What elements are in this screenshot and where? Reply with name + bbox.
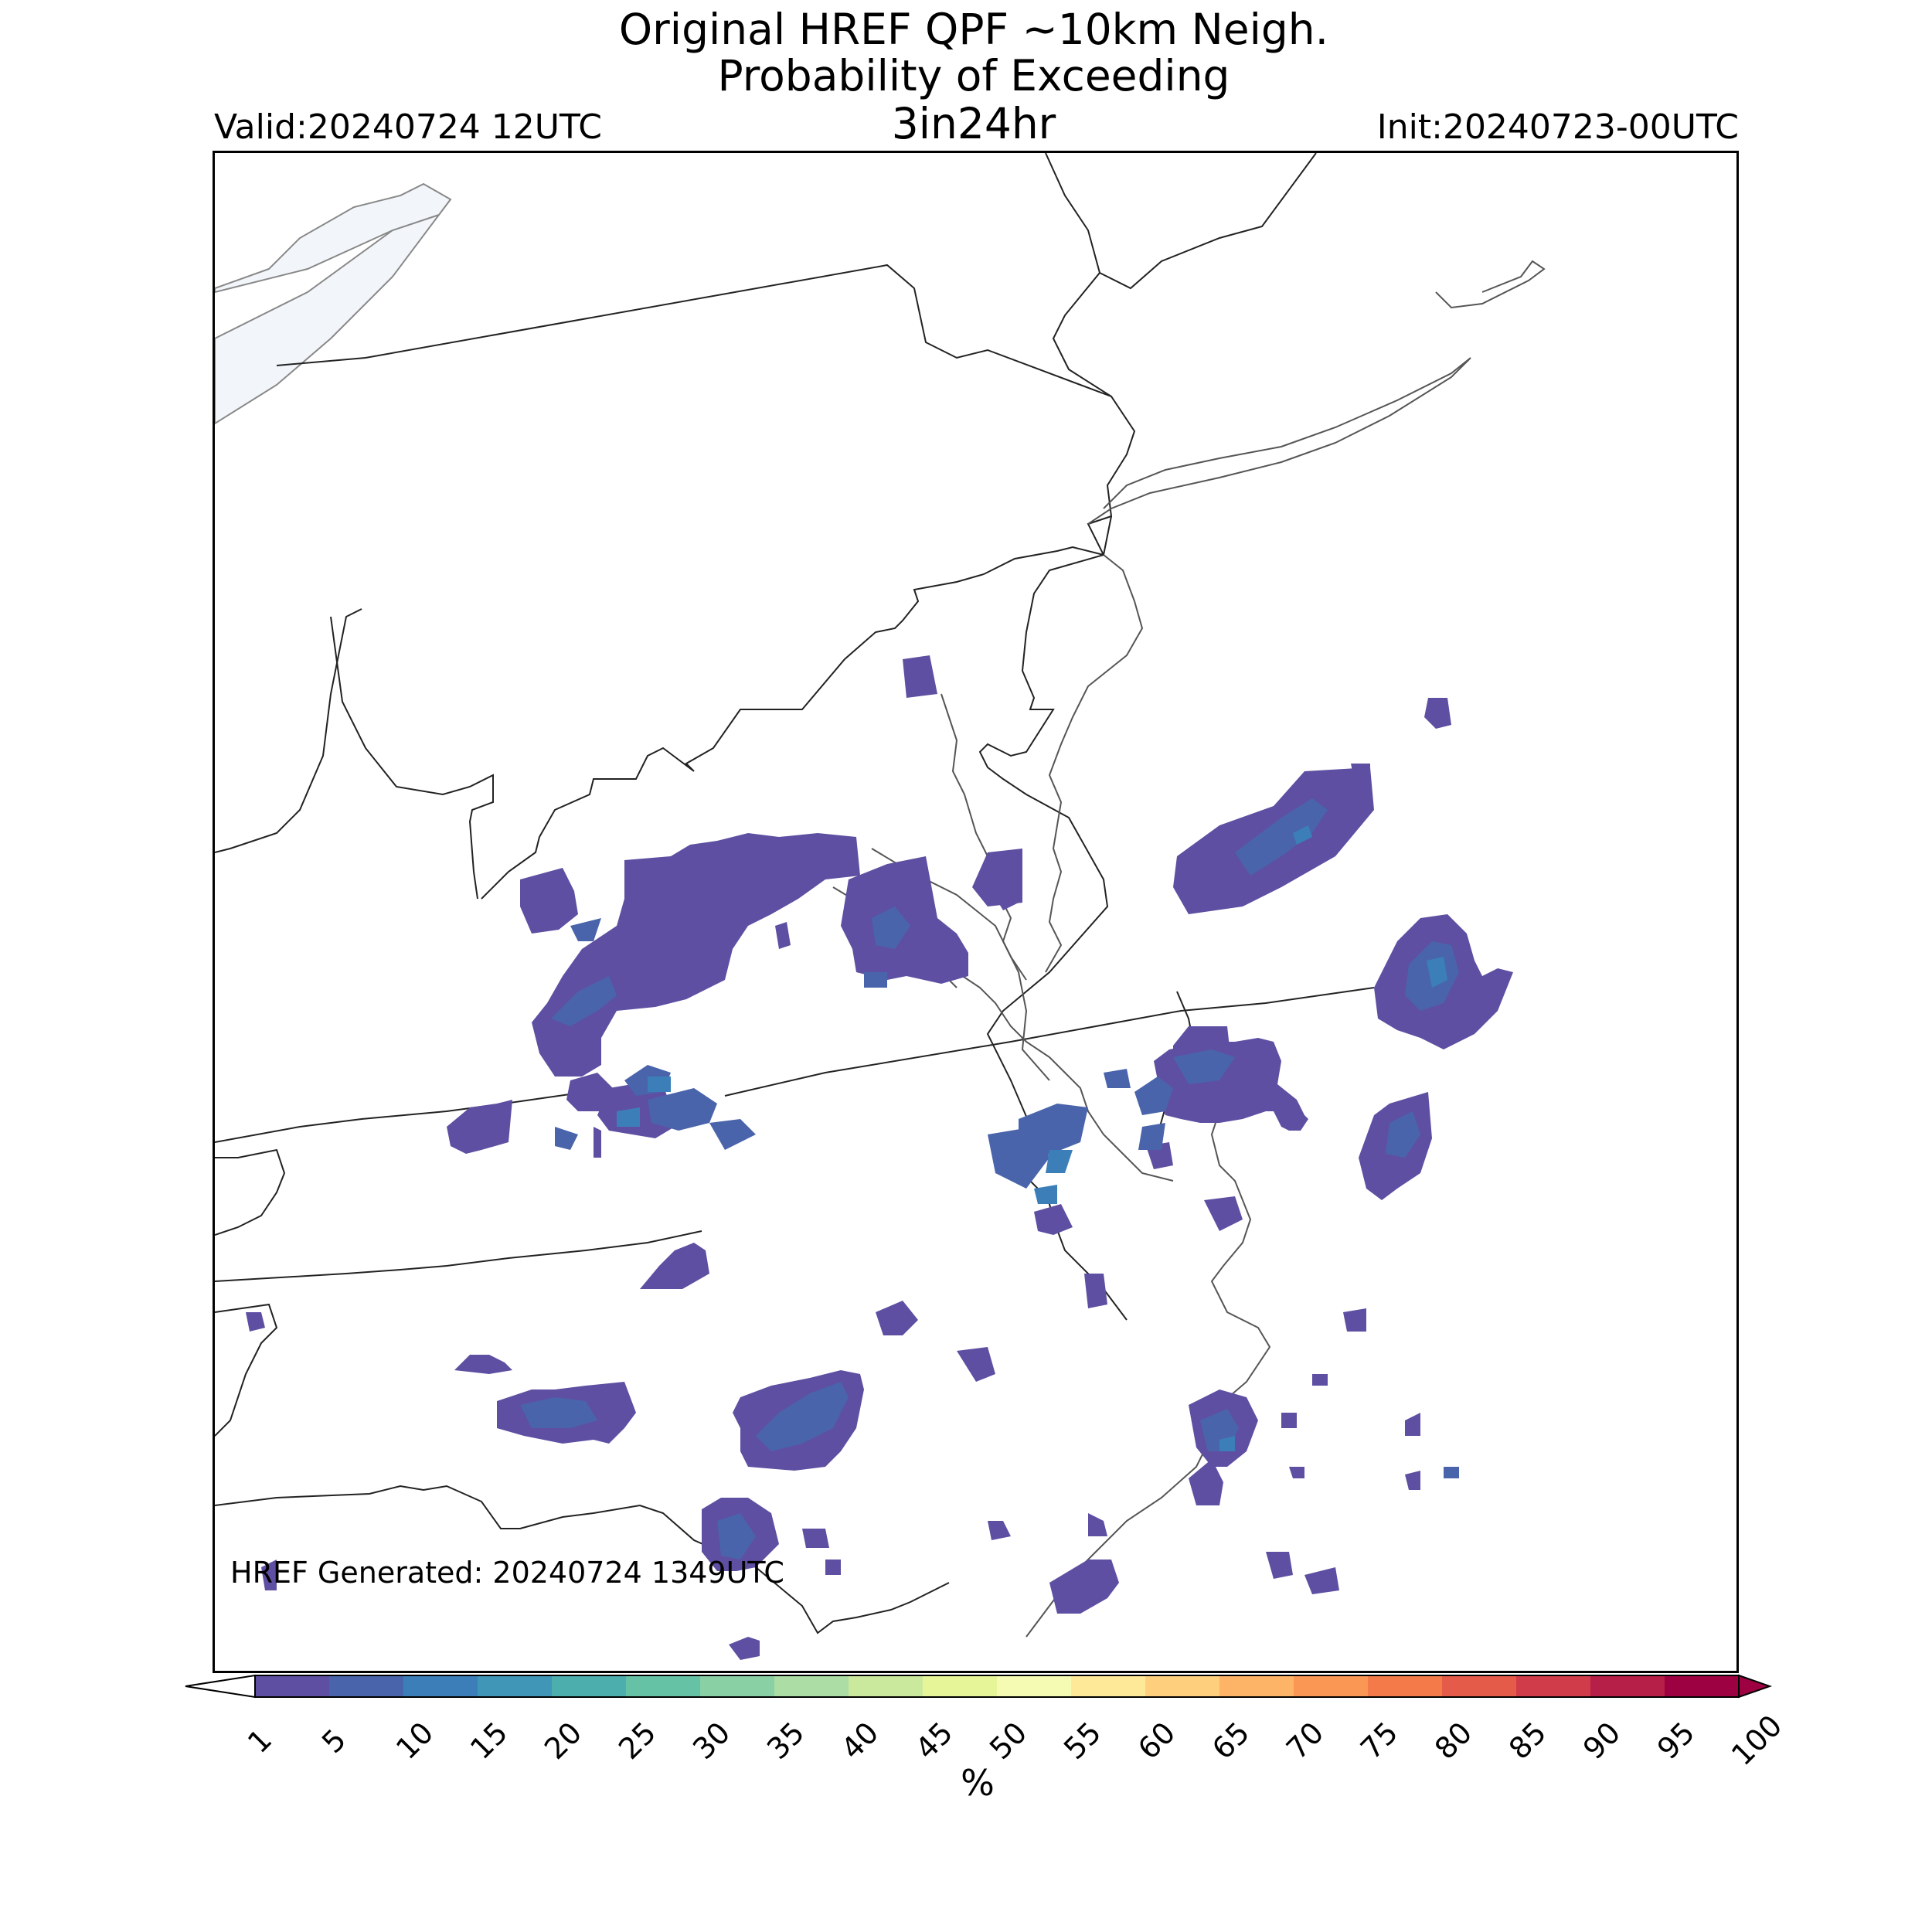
colorbar-extend-high (1738, 1674, 1773, 1699)
colorbar-segment (1219, 1675, 1294, 1697)
colorbar-tick-label: 1 (241, 1722, 279, 1760)
colorbar-outline (254, 1675, 1740, 1698)
colorbar-segment (329, 1675, 404, 1697)
prob-high-regions (617, 825, 1447, 1451)
colorbar-tick-label: 15 (464, 1715, 515, 1767)
colorbar-segment (700, 1675, 775, 1697)
colorbar-segment (1368, 1675, 1443, 1697)
colorbar-segment (923, 1675, 998, 1697)
colorbar-segment (403, 1675, 478, 1697)
title-line-1: Original HREF QPF ~10km Neigh. (618, 5, 1329, 54)
title-line-3: 3in24hr (891, 99, 1056, 148)
colorbar-segment (997, 1675, 1072, 1697)
map-canvas (215, 153, 1546, 1660)
colorbar-tick-label: 20 (538, 1715, 589, 1767)
colorbar-tick-label: 30 (686, 1715, 737, 1767)
colorbar-tick-label: 50 (983, 1715, 1034, 1767)
colorbar-extend-low (185, 1674, 256, 1699)
colorbar-tick-label: 80 (1428, 1715, 1479, 1767)
colorbar-segment (552, 1675, 627, 1697)
generated-timestamp: HREF Generated: 20240724 1349UTC (230, 1556, 784, 1590)
colorbar-strip (185, 1674, 1773, 1699)
colorbar (182, 1671, 1774, 1705)
colorbar-tick-label: 75 (1354, 1715, 1405, 1767)
prob-mid-regions (520, 798, 1459, 1560)
colorbar-units: % (961, 1762, 995, 1804)
colorbar-tick-label: 40 (835, 1715, 886, 1767)
colorbar-tick-label: 65 (1206, 1715, 1257, 1767)
colorbar-segment (1071, 1675, 1146, 1697)
colorbar-segment (1145, 1675, 1220, 1697)
map-panel: HREF Generated: 20240724 1349UTC (213, 151, 1739, 1673)
colorbar-segment (1294, 1675, 1369, 1697)
init-time-label: Init:20240723-00UTC (1376, 107, 1739, 147)
colorbar-segment (1590, 1675, 1665, 1697)
colorbar-segment (478, 1675, 553, 1697)
colorbar-segment (849, 1675, 923, 1697)
colorbar-tick-label: 55 (1057, 1715, 1108, 1767)
colorbar-tick-label: 25 (612, 1715, 663, 1767)
colorbar-tick-label: 5 (315, 1722, 353, 1760)
colorbar-segment (1516, 1675, 1591, 1697)
valid-time-label: Valid:20240724 12UTC (214, 107, 603, 147)
colorbar-tick-label: 10 (389, 1715, 440, 1767)
prob-low-regions (246, 655, 1513, 1660)
colorbar-tick-label: 85 (1502, 1715, 1553, 1767)
colorbar-tick-label: 45 (909, 1715, 960, 1767)
colorbar-segment (1665, 1675, 1740, 1697)
colorbar-tick-label: 95 (1651, 1715, 1702, 1767)
colorbar-segment (255, 1675, 330, 1697)
colorbar-tick-label: 70 (1280, 1715, 1331, 1767)
colorbar-segment (774, 1675, 849, 1697)
colorbar-tick-label: 90 (1577, 1715, 1628, 1767)
colorbar-segment (1442, 1675, 1517, 1697)
title-line-2: Probability of Exceeding (717, 51, 1230, 100)
colorbar-tick-label: 35 (760, 1715, 811, 1767)
colorbar-tick-label: 60 (1131, 1715, 1182, 1767)
colorbar-segment (626, 1675, 701, 1697)
lake-erie (215, 182, 452, 425)
